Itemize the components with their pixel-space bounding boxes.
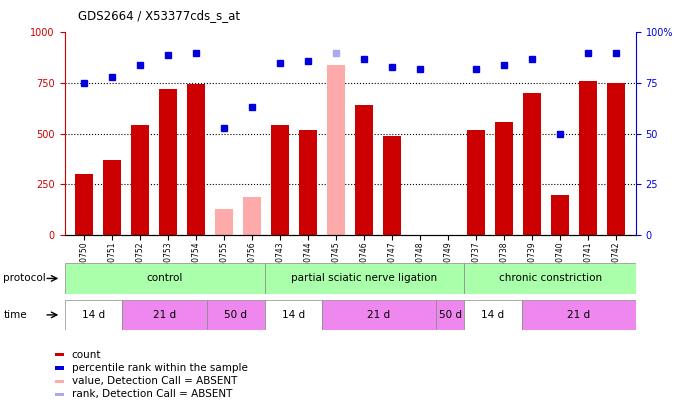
Text: 14 d: 14 d xyxy=(282,310,305,320)
Bar xyxy=(54,353,64,356)
Text: 14 d: 14 d xyxy=(481,310,505,320)
Text: value, Detection Call = ABSENT: value, Detection Call = ABSENT xyxy=(71,376,237,386)
Text: rank, Detection Call = ABSENT: rank, Detection Call = ABSENT xyxy=(71,389,232,399)
Bar xyxy=(65,263,265,294)
Text: 21 d: 21 d xyxy=(153,310,176,320)
Bar xyxy=(327,65,345,235)
Bar xyxy=(215,209,233,235)
Text: time: time xyxy=(3,310,27,320)
Bar xyxy=(271,125,289,235)
Bar xyxy=(103,160,121,235)
Bar xyxy=(322,300,436,330)
Text: 50 d: 50 d xyxy=(439,310,462,320)
Text: 14 d: 14 d xyxy=(82,310,105,320)
Bar xyxy=(243,198,261,235)
Bar xyxy=(207,300,265,330)
Bar xyxy=(607,83,626,235)
Bar xyxy=(75,174,93,235)
Text: 21 d: 21 d xyxy=(567,310,590,320)
Bar xyxy=(159,89,177,235)
Bar xyxy=(299,130,318,235)
Text: percentile rank within the sample: percentile rank within the sample xyxy=(71,363,248,373)
Text: protocol: protocol xyxy=(3,273,46,283)
Bar xyxy=(467,130,486,235)
Bar xyxy=(122,300,207,330)
Bar xyxy=(464,263,636,294)
Bar xyxy=(54,393,64,396)
Bar xyxy=(54,379,64,383)
Text: count: count xyxy=(71,350,101,360)
Bar xyxy=(436,300,464,330)
Bar xyxy=(355,105,373,235)
Bar xyxy=(131,125,150,235)
Bar xyxy=(522,300,636,330)
Bar xyxy=(187,84,205,235)
Bar xyxy=(579,81,597,235)
Text: control: control xyxy=(146,273,183,283)
Bar xyxy=(523,93,541,235)
Bar xyxy=(54,367,64,370)
Text: 21 d: 21 d xyxy=(367,310,390,320)
Text: partial sciatic nerve ligation: partial sciatic nerve ligation xyxy=(292,273,437,283)
Bar xyxy=(551,196,569,235)
Text: chronic constriction: chronic constriction xyxy=(498,273,602,283)
Bar xyxy=(265,263,464,294)
Bar xyxy=(495,122,513,235)
Text: GDS2664 / X53377cds_s_at: GDS2664 / X53377cds_s_at xyxy=(78,9,240,22)
Bar xyxy=(383,136,401,235)
Bar xyxy=(464,300,522,330)
Bar xyxy=(265,300,322,330)
Text: 50 d: 50 d xyxy=(224,310,248,320)
Bar xyxy=(65,300,122,330)
